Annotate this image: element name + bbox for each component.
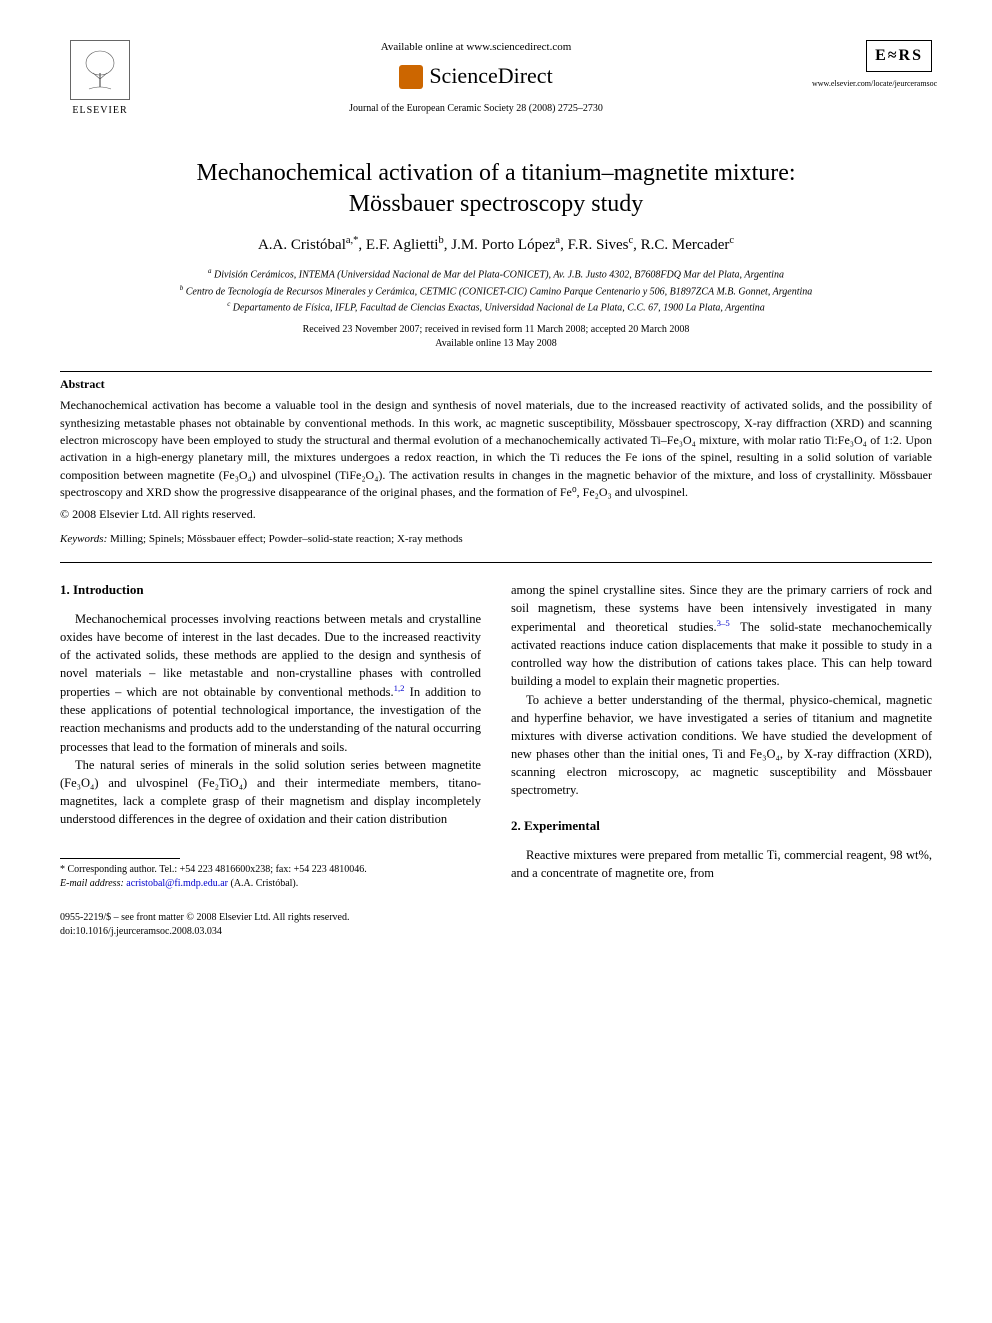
sciencedirect-text: ScienceDirect [429,61,552,92]
footnote-separator [60,858,180,859]
elsevier-logo: ELSEVIER [60,40,140,130]
paragraph: Reactive mixtures were prepared from met… [511,846,932,882]
sciencedirect-logo: ScienceDirect [140,61,812,92]
affiliations: a División Cerámicos, INTEMA (Universida… [60,266,932,315]
paragraph: among the spinel crystalline sites. Sinc… [511,581,932,691]
sciencedirect-icon [399,65,423,89]
abstract-body: Mechanochemical activation has become a … [60,397,932,501]
corresponding-author-footnote: * Corresponding author. Tel.: +54 223 48… [60,863,481,891]
keywords: Keywords: Milling; Spinels; Mössbauer ef… [60,532,932,547]
ecers-logo: E≈RS [866,40,932,72]
section-heading-experimental: 2. Experimental [511,817,932,836]
body-columns: 1. Introduction Mechanochemical processe… [60,581,932,892]
available-online-text: Available online at www.sciencedirect.co… [140,40,812,55]
divider [60,562,932,563]
page-footer: 0955-2219/$ – see front matter © 2008 El… [60,911,932,939]
abstract-heading: Abstract [60,376,932,393]
paragraph: To achieve a better understanding of the… [511,691,932,800]
journal-reference: Journal of the European Ceramic Society … [140,102,812,116]
header-row: ELSEVIER Available online at www.science… [60,40,932,130]
left-column: 1. Introduction Mechanochemical processe… [60,581,481,892]
authors: A.A. Cristóbala,*, E.F. Agliettib, J.M. … [60,234,932,256]
right-column: among the spinel crystalline sites. Sinc… [511,581,932,892]
article-dates: Received 23 November 2007; received in r… [60,323,932,351]
article-title: Mechanochemical activation of a titanium… [60,158,932,220]
copyright-line: © 2008 Elsevier Ltd. All rights reserved… [60,506,932,523]
paragraph: The natural series of minerals in the so… [60,756,481,829]
divider [60,371,932,372]
center-header: Available online at www.sciencedirect.co… [140,40,812,116]
elsevier-tree-icon [70,40,130,100]
citation-link[interactable]: 3–5 [717,618,730,628]
journal-url: www.elsevier.com/locate/jeurceramsoc [812,78,932,89]
section-heading-introduction: 1. Introduction [60,581,481,600]
paragraph: Mechanochemical processes involving reac… [60,610,481,756]
ecers-logo-block: E≈RS www.elsevier.com/locate/jeurceramso… [812,40,932,90]
elsevier-label: ELSEVIER [72,104,127,118]
citation-link[interactable]: 1,2 [394,683,405,693]
email-link[interactable]: acristobal@fi.mdp.edu.ar [126,878,228,889]
